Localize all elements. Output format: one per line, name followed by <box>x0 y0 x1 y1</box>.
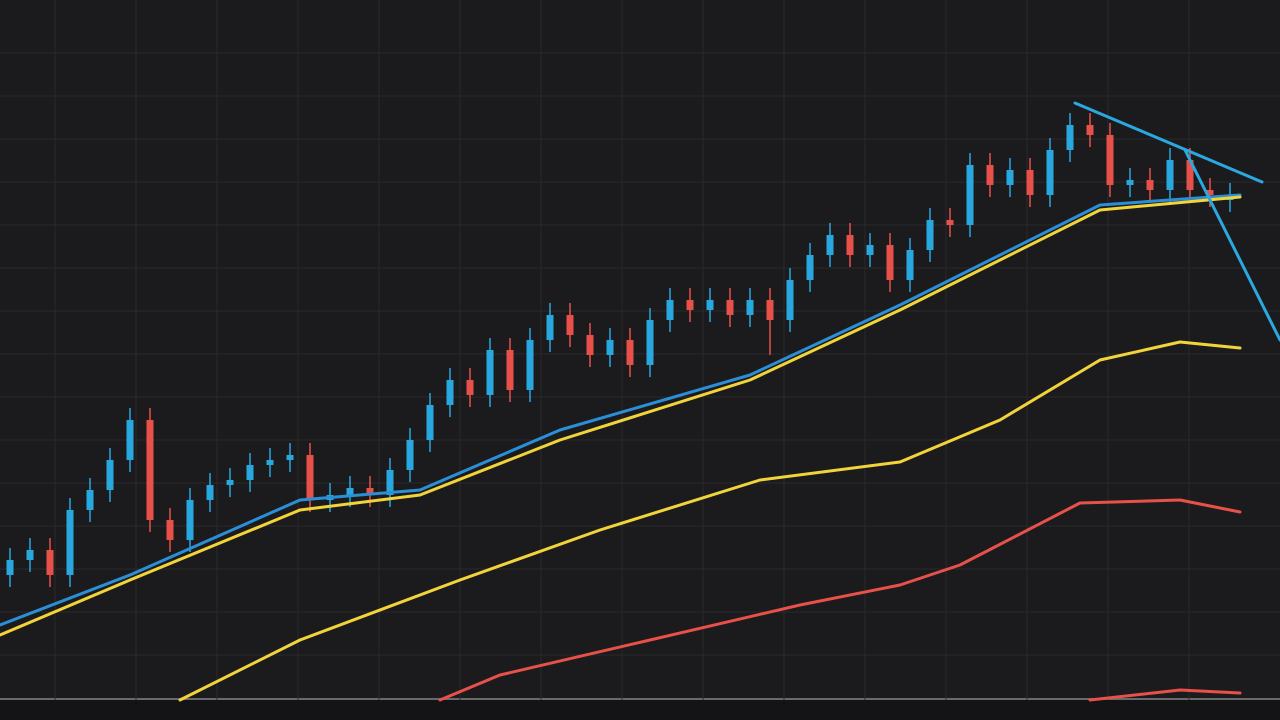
candle-body <box>1126 180 1134 185</box>
candle-body <box>226 480 234 485</box>
candle-body <box>506 350 514 390</box>
candle-body <box>786 280 794 320</box>
candle-body <box>46 550 54 575</box>
candle-body <box>566 315 574 335</box>
candle-body <box>526 340 534 390</box>
candle-body <box>966 165 974 225</box>
candle-body <box>1186 160 1194 190</box>
candle-body <box>1006 170 1014 185</box>
candle-body <box>766 300 774 320</box>
candle-body <box>946 220 954 225</box>
candle-body <box>646 320 654 365</box>
candle-body <box>1146 180 1154 190</box>
candle-body <box>166 520 174 540</box>
candle-body <box>66 510 74 575</box>
candle-body <box>586 335 594 355</box>
candle-body <box>846 235 854 255</box>
indicator-line <box>178 340 1242 702</box>
candle-body <box>186 500 194 540</box>
candle-body <box>406 440 414 470</box>
candle-body <box>626 340 634 365</box>
indicator-line <box>1183 148 1280 342</box>
candle-body <box>1086 125 1094 135</box>
candle-body <box>686 300 694 310</box>
candle-body <box>726 300 734 315</box>
plot-background <box>0 0 1280 700</box>
candle-body <box>306 455 314 500</box>
candle-body <box>1026 170 1034 195</box>
candle-body <box>446 380 454 405</box>
indicator-line <box>438 498 1242 702</box>
candle-body <box>346 488 354 495</box>
candle-body <box>986 165 994 185</box>
candle-body <box>886 245 894 280</box>
candle-body <box>806 255 814 280</box>
candle-body <box>826 235 834 255</box>
candle-body <box>366 488 374 495</box>
candle-body <box>1106 135 1114 185</box>
candle-body <box>1046 150 1054 195</box>
candle-body <box>86 490 94 510</box>
candle-body <box>706 300 714 310</box>
candle-body <box>1206 190 1214 195</box>
candle-body <box>666 300 674 320</box>
indicator-line <box>1073 101 1264 184</box>
candle-body <box>486 350 494 395</box>
indicator-line <box>1088 688 1242 702</box>
candle-body <box>246 465 254 480</box>
candle-body <box>206 485 214 500</box>
indicator-line <box>0 193 1242 627</box>
candle-body <box>6 560 14 575</box>
candle-body <box>746 300 754 315</box>
indicator-line <box>0 195 1242 637</box>
candle-body <box>606 340 614 355</box>
candle-body <box>286 455 294 460</box>
candle-body <box>546 315 554 340</box>
candle-body <box>106 460 114 490</box>
candle-body <box>266 460 274 465</box>
candle-body <box>146 420 154 520</box>
candle-body <box>926 220 934 250</box>
candle-body <box>866 245 874 255</box>
candle-body <box>1066 125 1074 150</box>
candle-body <box>386 470 394 495</box>
candle-body <box>1166 160 1174 190</box>
candle-body <box>26 550 34 560</box>
candle-body <box>126 420 134 460</box>
candle-body <box>466 380 474 395</box>
candle-body <box>426 405 434 440</box>
candle-body <box>906 250 914 280</box>
